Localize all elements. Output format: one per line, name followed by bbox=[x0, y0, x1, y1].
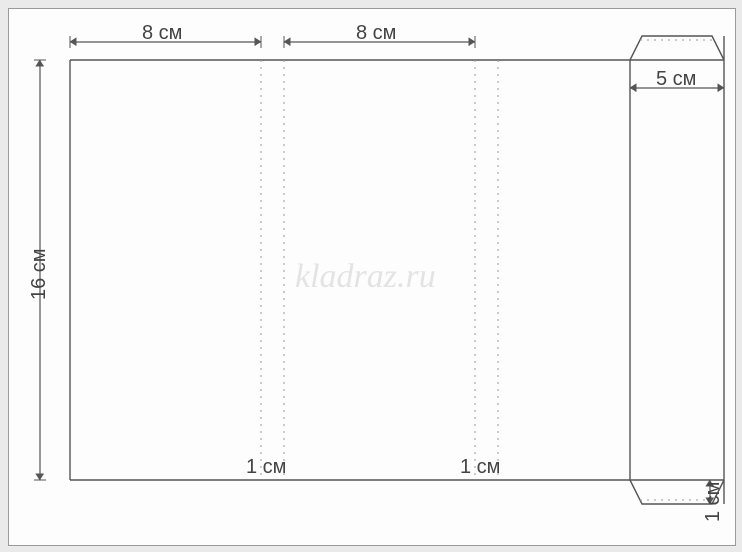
dim-1cm-flap: 1 см bbox=[702, 482, 725, 522]
dim-8cm-2: 8 см bbox=[356, 22, 396, 45]
dim-1cm-b: 1 см bbox=[460, 456, 500, 479]
dim-5cm: 5 см bbox=[656, 68, 696, 91]
page: 8 см 8 см 5 см 1 см 1 см 16 см 1 см klad… bbox=[0, 0, 742, 552]
diagram-svg bbox=[0, 0, 742, 552]
dim-1cm-a: 1 см bbox=[246, 456, 286, 479]
dim-16cm: 16 см bbox=[28, 248, 51, 300]
dim-8cm-1: 8 см bbox=[142, 22, 182, 45]
